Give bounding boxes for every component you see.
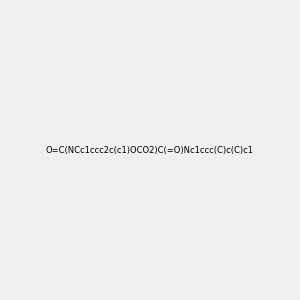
Text: O=C(NCc1ccc2c(c1)OCO2)C(=O)Nc1ccc(C)c(C)c1: O=C(NCc1ccc2c(c1)OCO2)C(=O)Nc1ccc(C)c(C)…	[46, 146, 254, 154]
